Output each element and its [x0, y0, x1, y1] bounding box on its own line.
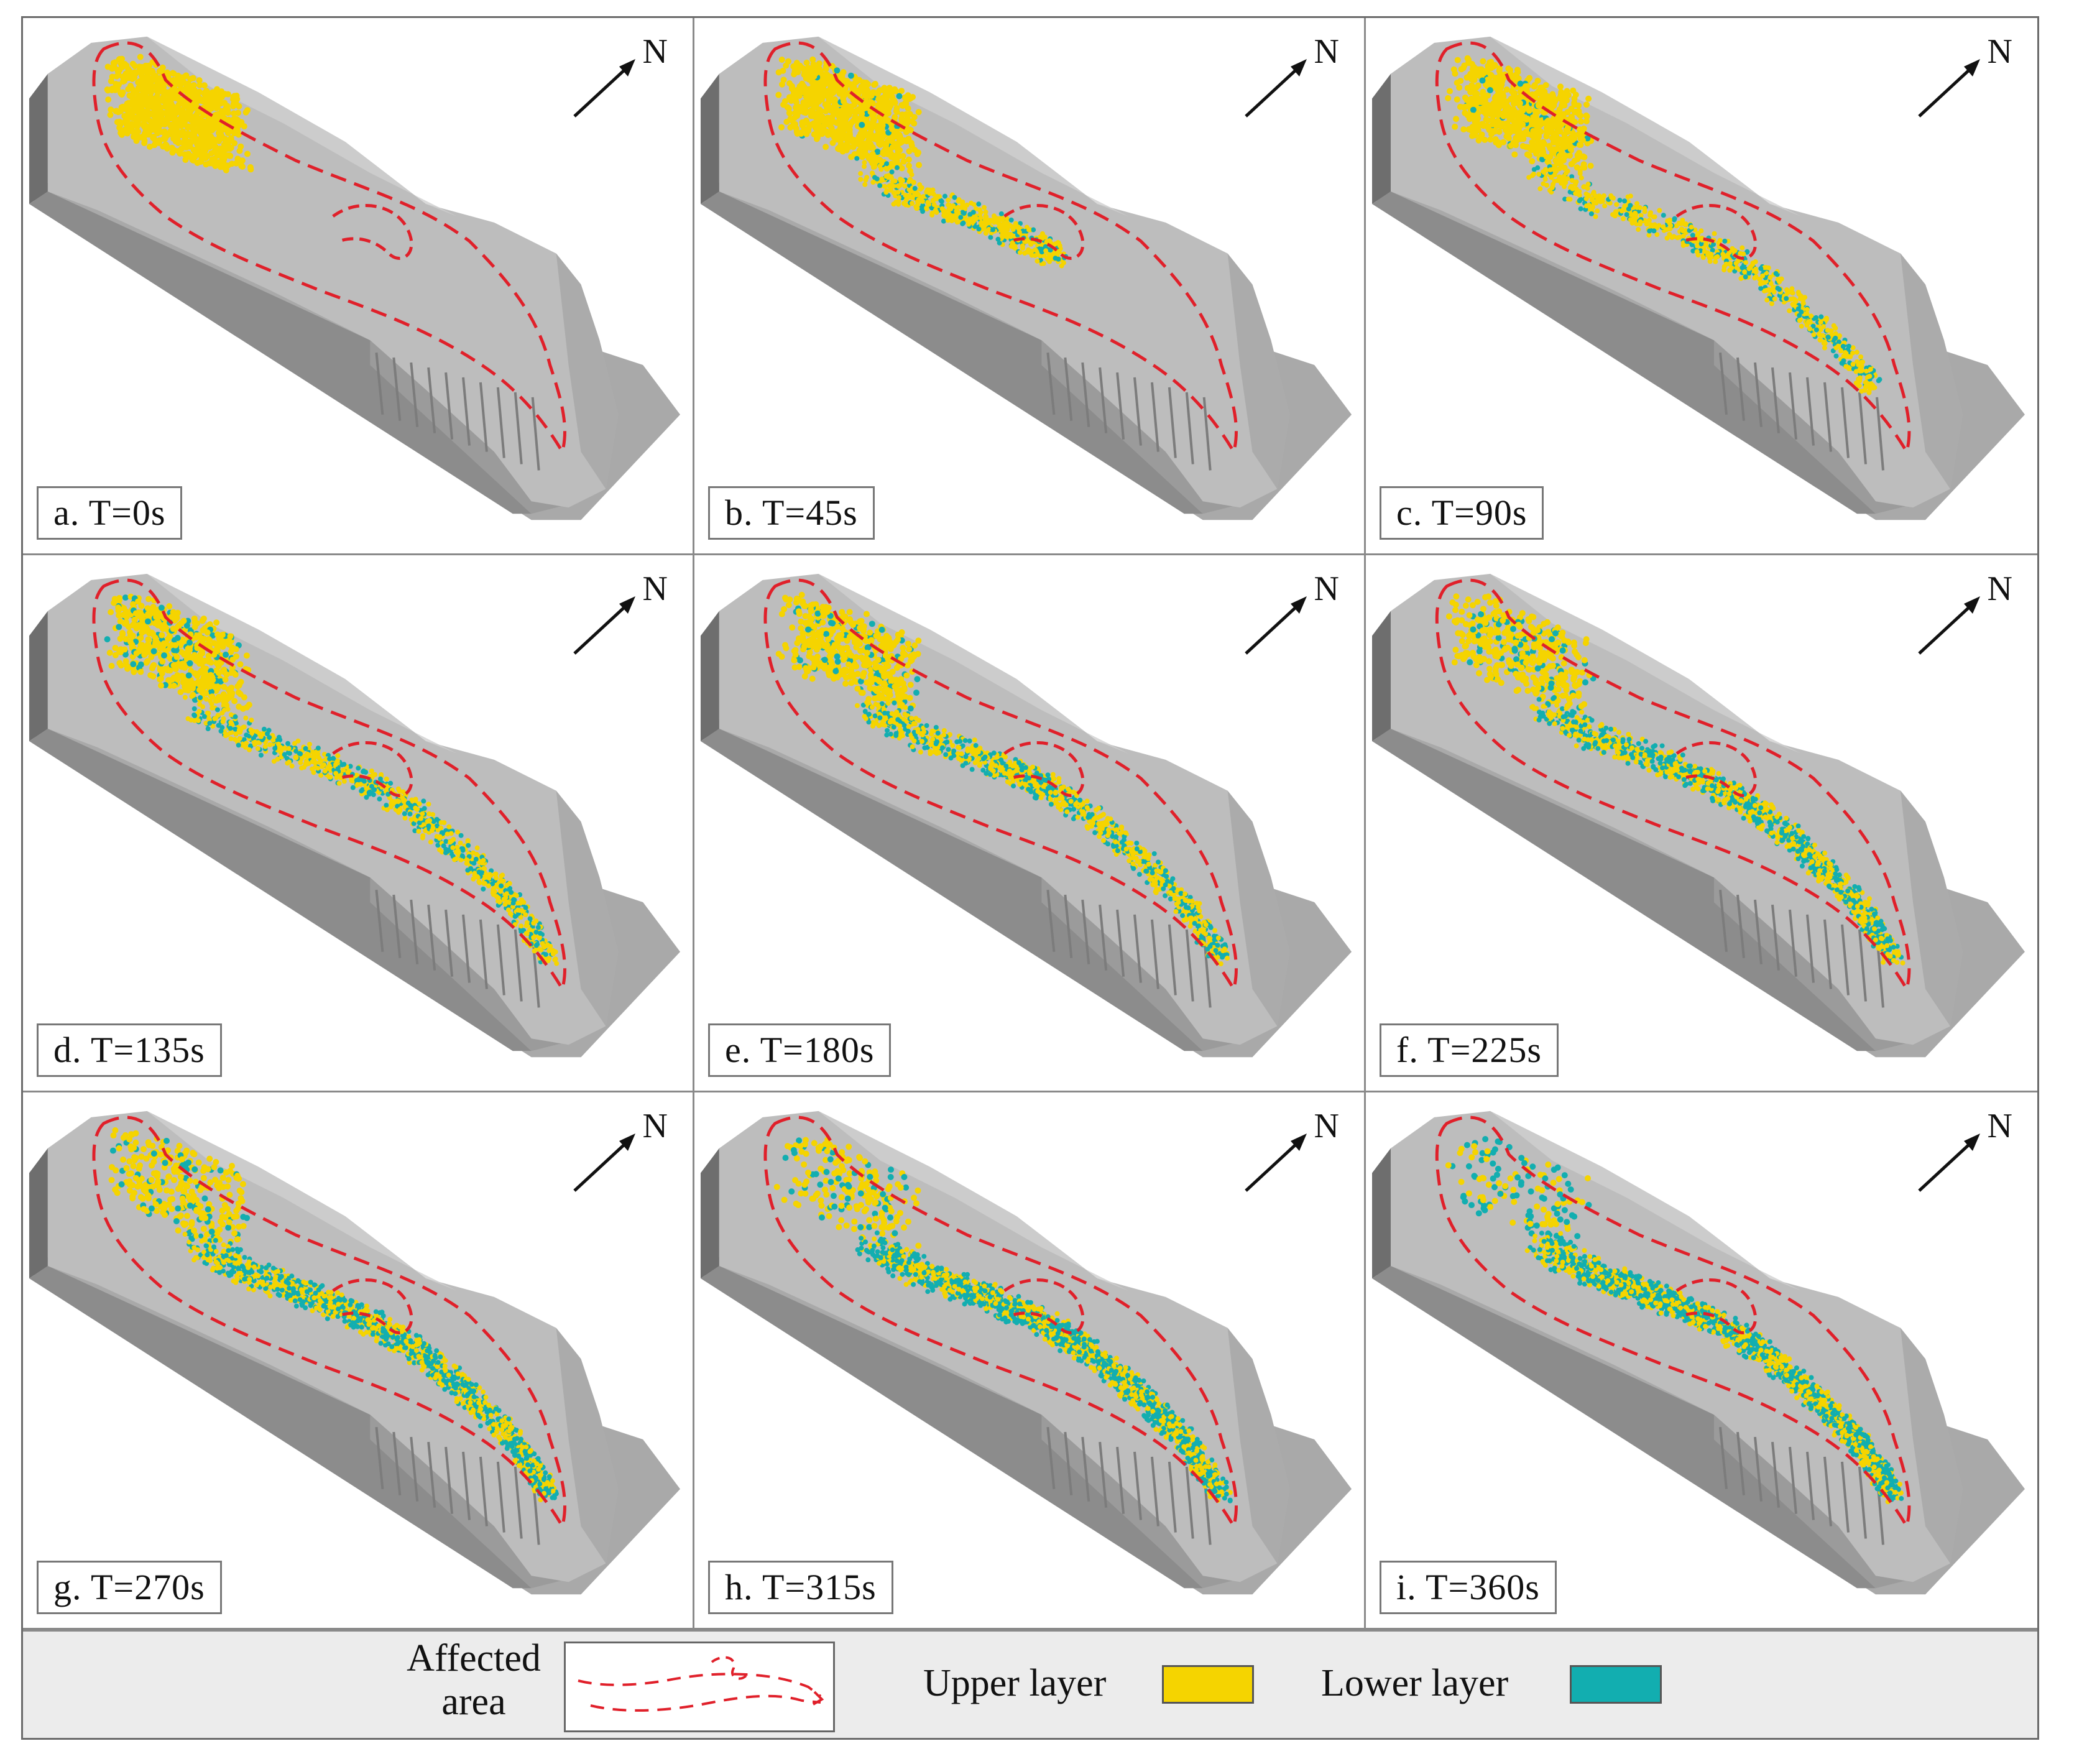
- north-label: N: [642, 570, 668, 608]
- north-arrow-icon: [1245, 59, 1307, 118]
- affected-area-outline: [1435, 1115, 1911, 1531]
- panel-label: b. T=45s: [708, 486, 875, 540]
- panel-label: d. T=135s: [37, 1023, 222, 1077]
- north-arrow-icon: [1245, 1134, 1307, 1192]
- north-arrow: N: [1907, 32, 2012, 129]
- debris-particles: [1445, 1136, 1904, 1505]
- affected-area-label: Affected area: [371, 1637, 576, 1724]
- affected-area-outline: [92, 41, 566, 456]
- north-arrow: N: [1233, 1107, 1339, 1203]
- north-label: N: [1987, 570, 2012, 608]
- upper-layer-swatch: [1162, 1665, 1254, 1704]
- north-arrow: N: [562, 1107, 668, 1203]
- north-arrow: N: [1233, 32, 1339, 129]
- panel-label: h. T=315s: [708, 1561, 893, 1614]
- panel-label: g. T=270s: [37, 1561, 222, 1614]
- north-arrow-icon: [573, 59, 635, 118]
- lower-layer-swatch: [1570, 1665, 1662, 1704]
- terrain-model: [700, 36, 1352, 520]
- panel-label: i. T=360s: [1380, 1561, 1557, 1614]
- debris-particles: [1445, 593, 1905, 966]
- panel-label: c. T=90s: [1380, 486, 1544, 540]
- affected-area-outline: [763, 41, 1238, 456]
- terrain-model: [29, 573, 681, 1058]
- upper-layer-label: Upper layer: [923, 1662, 1107, 1704]
- north-arrow: N: [1233, 570, 1339, 666]
- affected-area-label-line1: Affected: [407, 1637, 541, 1679]
- debris-particles: [775, 56, 1069, 269]
- affected-area-label-line2: area: [441, 1681, 506, 1723]
- debris-particles: [108, 1127, 559, 1503]
- north-label: N: [1987, 1107, 2012, 1145]
- north-arrow: N: [562, 32, 668, 129]
- terrain-model: [1372, 1111, 2025, 1595]
- affected-area-dashed-icon: [578, 1656, 824, 1712]
- affected-area-outline: [1435, 578, 1911, 994]
- north-arrow-icon: [1918, 1134, 1980, 1192]
- north-arrow-icon: [1245, 596, 1307, 655]
- affected-area-outline: [1435, 41, 1911, 456]
- north-arrow-icon: [573, 596, 635, 655]
- north-arrow-icon: [1918, 59, 1980, 118]
- affected-area-swatch: [564, 1642, 835, 1732]
- affected-area-outline: [92, 1115, 566, 1531]
- debris-particles: [773, 1137, 1233, 1503]
- affected-area-outline: [92, 578, 566, 994]
- north-label: N: [1987, 32, 2012, 71]
- legend: Affected area Upper layer Lower layer: [23, 1630, 2037, 1738]
- debris-particles: [1445, 55, 1882, 395]
- panel-label: f. T=225s: [1380, 1023, 1559, 1077]
- terrain-model: [29, 36, 681, 520]
- terrain-model: [700, 1111, 1352, 1595]
- affected-area-outline: [763, 1115, 1238, 1531]
- lower-layer-label: Lower layer: [1321, 1662, 1509, 1704]
- north-label: N: [642, 32, 668, 71]
- terrain-model: [1372, 36, 2025, 520]
- north-arrow: N: [1907, 1107, 2012, 1203]
- north-label: N: [1314, 570, 1339, 608]
- north-arrow: N: [562, 570, 668, 666]
- terrain-model: [29, 1111, 681, 1595]
- north-arrow-icon: [573, 1134, 635, 1192]
- terrain-model: [1372, 573, 2025, 1058]
- panel-label: a. T=0s: [37, 486, 183, 540]
- panel-label: e. T=180s: [708, 1023, 892, 1077]
- north-label: N: [1314, 1107, 1339, 1145]
- north-arrow: N: [1907, 570, 2012, 666]
- debris-particles: [104, 53, 254, 173]
- north-label: N: [1314, 32, 1339, 71]
- north-arrow-icon: [1918, 596, 1980, 655]
- terrain-model: [700, 573, 1352, 1058]
- affected-area-outline: [763, 578, 1238, 994]
- north-label: N: [642, 1107, 668, 1145]
